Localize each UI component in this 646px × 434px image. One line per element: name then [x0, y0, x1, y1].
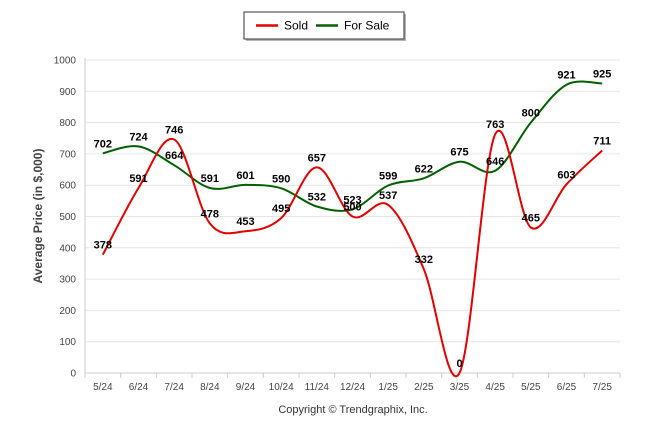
for-sale-data-label: 591 [201, 173, 219, 185]
x-tick-label: 1/25 [378, 382, 398, 393]
for-sale-series-line [102, 80, 603, 212]
sold-data-label: 763 [486, 119, 504, 131]
y-tick-label: 300 [59, 275, 76, 286]
sold-data-label: 591 [129, 173, 147, 185]
for-sale-data-label: 622 [415, 163, 433, 175]
sold-data-label: 478 [201, 208, 219, 220]
y-tick-label: 600 [59, 181, 76, 192]
for-sale-data-label: 599 [379, 171, 397, 183]
x-tick-label: 6/24 [129, 382, 149, 393]
data-labels: 378 591 746 478 453 495 657 500 537 332 0 763 465 603… [94, 68, 612, 370]
sold-series-line [101, 129, 603, 378]
sold-data-label: 657 [308, 152, 326, 164]
x-tick-label: 10/24 [269, 382, 294, 393]
y-tick-label: 900 [59, 87, 76, 98]
sold-data-label: 746 [165, 125, 183, 137]
x-tick-label: 5/24 [93, 382, 113, 393]
for-sale-data-label: 724 [129, 131, 148, 143]
copyright-text: Copyright © Trendgraphix, Inc. [278, 404, 427, 416]
for-sale-data-label: 590 [272, 173, 290, 185]
sold-data-label: 603 [557, 169, 575, 181]
x-tick-label: 3/25 [450, 382, 470, 393]
series-lines [101, 80, 603, 378]
y-tick-label: 500 [59, 212, 76, 223]
x-tick-label: 4/25 [485, 382, 505, 393]
sold-data-label: 453 [236, 216, 254, 228]
x-tick-label: 6/25 [557, 382, 577, 393]
x-tick-label: 5/25 [521, 382, 541, 393]
y-tick-label: 700 [59, 149, 76, 160]
x-tick-label: 11/24 [305, 382, 330, 393]
axes [84, 58, 621, 378]
y-tick-label: 100 [59, 337, 76, 348]
y-axis-ticks: 0 100 200 300 400 500 600 700 800 900 1000 [54, 56, 77, 380]
legend-label-for-sale: For Sale [344, 19, 390, 33]
sold-data-label: 332 [415, 254, 433, 266]
for-sale-data-label: 921 [557, 70, 575, 82]
legend-label-sold: Sold [284, 19, 308, 33]
for-sale-data-label: 532 [308, 191, 326, 203]
for-sale-data-label: 601 [236, 170, 254, 182]
sold-data-label: 0 [456, 358, 462, 370]
for-sale-data-label: 800 [522, 108, 540, 120]
x-tick-label: 9/24 [236, 382, 256, 393]
x-tick-label: 8/24 [200, 382, 220, 393]
y-tick-label: 200 [59, 306, 76, 317]
sold-data-label: 465 [522, 212, 540, 224]
for-sale-data-label: 925 [593, 68, 611, 80]
sold-data-label: 537 [379, 190, 397, 202]
x-tick-label: 7/25 [592, 382, 612, 393]
x-tick-label: 12/24 [340, 382, 365, 393]
for-sale-data-label: 664 [165, 150, 184, 162]
sold-data-label: 495 [272, 203, 290, 215]
y-axis-title: Average Price (in $,000) [31, 149, 45, 284]
sold-data-label: 500 [343, 202, 361, 214]
for-sale-data-label: 523 [343, 194, 361, 206]
sold-data-label: 711 [593, 135, 611, 147]
y-tick-label: 1000 [54, 56, 77, 67]
x-tick-label: 7/24 [164, 382, 184, 393]
x-axis-ticks: 5/24 6/24 7/24 8/24 9/24 10/24 11/24 12/24 1/25 2… [93, 382, 612, 393]
for-sale-data-label: 702 [94, 138, 112, 150]
y-tick-label: 800 [59, 118, 76, 129]
for-sale-data-label: 646 [486, 156, 504, 168]
sold-data-label: 378 [94, 240, 112, 252]
legend: Sold For Sale [243, 11, 406, 41]
y-tick-label: 0 [70, 369, 76, 380]
for-sale-data-label: 675 [450, 147, 468, 159]
x-tick-label: 2/25 [414, 382, 434, 393]
y-tick-label: 400 [59, 243, 76, 254]
